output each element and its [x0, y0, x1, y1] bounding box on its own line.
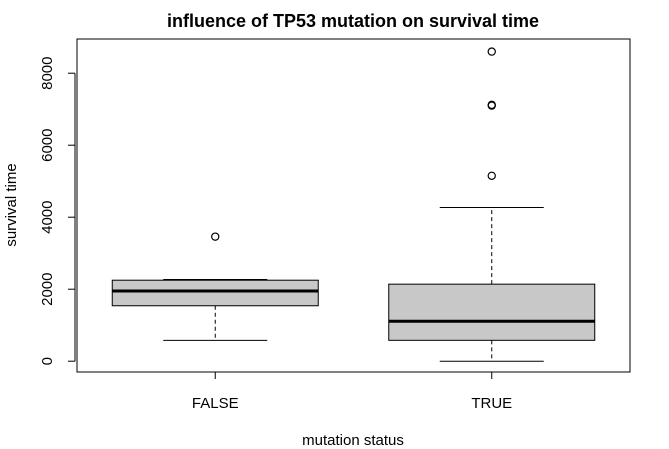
box-false [111, 232, 319, 341]
y-tick-label: 4000 [39, 201, 56, 234]
outlier-point [487, 100, 496, 110]
x-axis: FALSE TRUE [192, 371, 512, 412]
y-tick-label: 2000 [39, 273, 56, 306]
y-axis: 0 2000 4000 6000 8000 [39, 57, 76, 365]
outlier-point [211, 232, 220, 241]
y-tick-label: 0 [39, 357, 56, 365]
y-tick-label: 6000 [39, 129, 56, 162]
y-tick-label: 8000 [39, 57, 56, 90]
boxes [111, 47, 596, 362]
x-tick-label: TRUE [471, 395, 512, 412]
chart-title: influence of TP53 mutation on survival t… [167, 11, 539, 31]
y-axis-label: survival time [3, 163, 20, 246]
x-axis-label: mutation status [302, 432, 404, 449]
iqr-box [388, 283, 596, 341]
outlier-point [487, 47, 496, 56]
box-true [388, 47, 596, 362]
x-tick-label: FALSE [192, 395, 239, 412]
outlier-point [487, 171, 496, 180]
iqr-box [111, 279, 319, 307]
